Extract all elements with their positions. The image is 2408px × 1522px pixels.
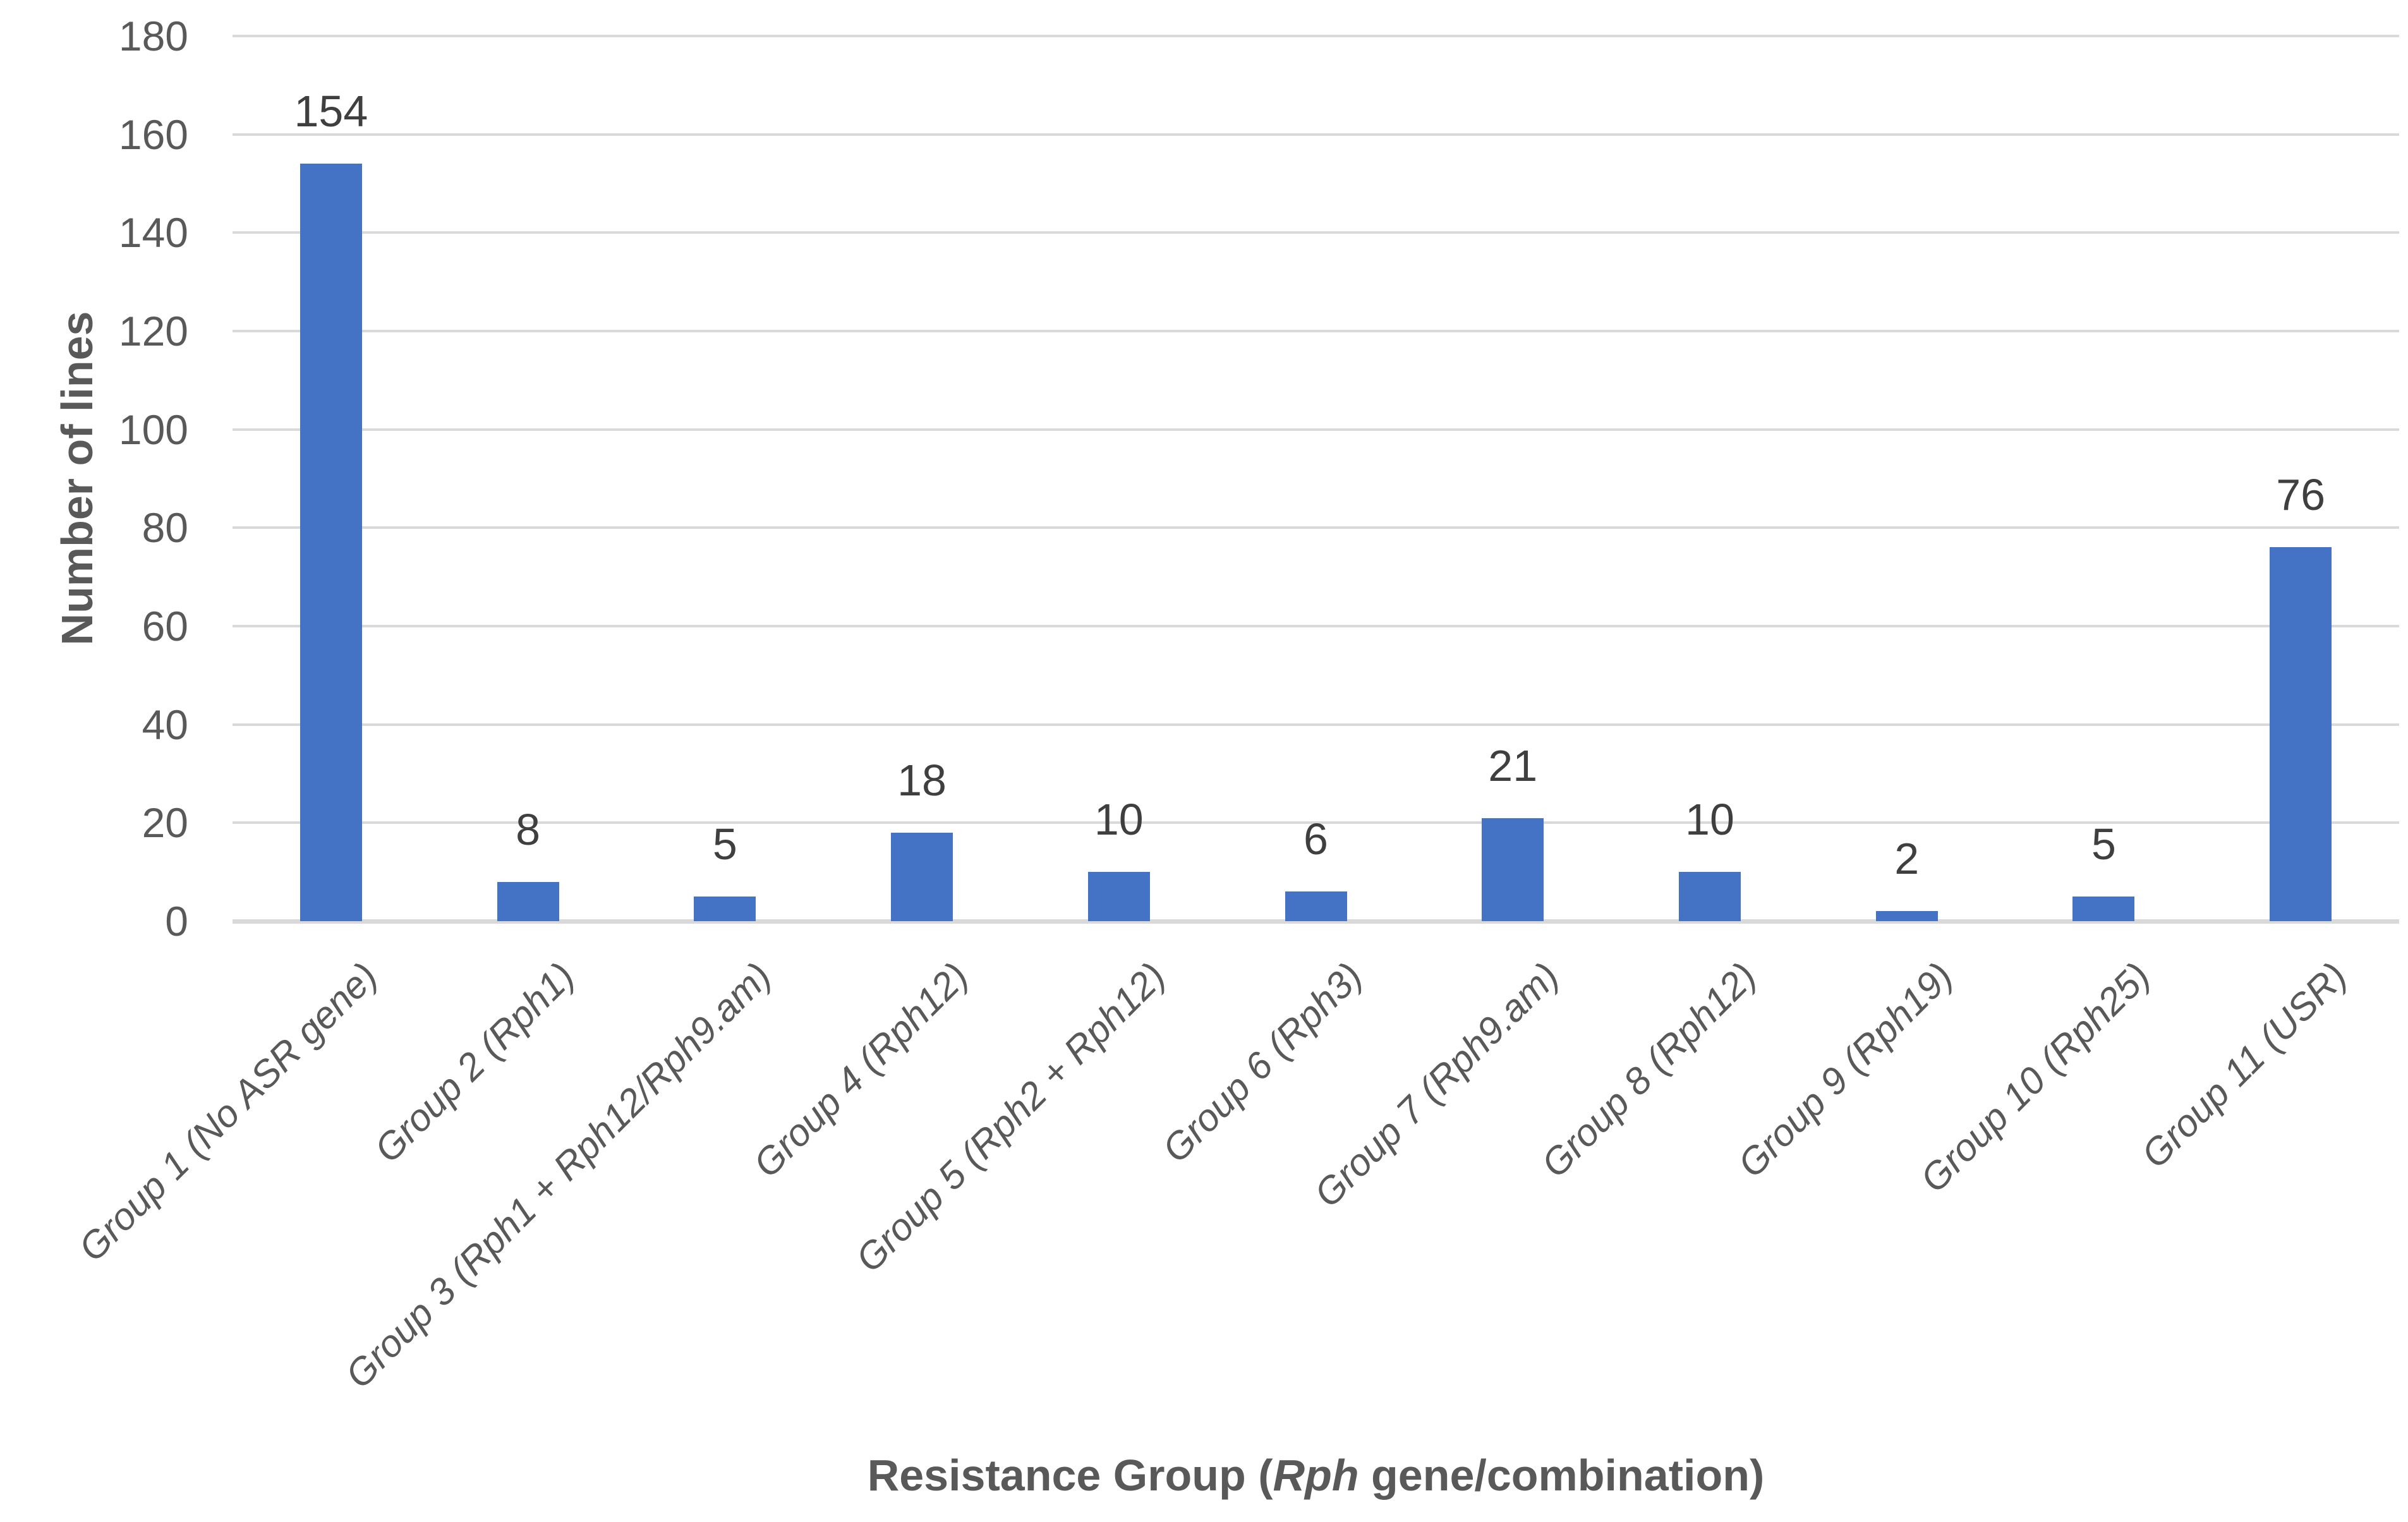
gridline xyxy=(233,231,2399,234)
bar-group-9 xyxy=(1875,911,1938,921)
x-axis-line xyxy=(233,919,2399,924)
y-tick-label: 100 xyxy=(118,406,188,453)
gridline xyxy=(233,821,2399,824)
y-tick-label: 60 xyxy=(142,603,188,649)
y-tick-label: 120 xyxy=(118,308,188,354)
gridline xyxy=(233,428,2399,431)
data-label: 10 xyxy=(1094,795,1144,845)
gridline xyxy=(233,625,2399,627)
data-label: 2 xyxy=(1894,834,1920,884)
bar-group-8 xyxy=(1678,872,1741,921)
category-label: Group 4 (Rph12) xyxy=(745,954,977,1186)
category-label: Group 3 (Rph1 + Rph12/Rph9.am) xyxy=(337,954,780,1397)
bar-group-4 xyxy=(891,832,953,921)
x-axis-title: Resistance Group (Rph gene/combination) xyxy=(233,1447,2399,1504)
y-tick-label: 80 xyxy=(142,504,188,552)
data-label: 154 xyxy=(294,87,368,136)
y-tick-label: 160 xyxy=(118,111,188,158)
y-axis-title: Number of lines xyxy=(52,311,102,646)
category-label: Group 2 (Rph1) xyxy=(366,954,583,1171)
category-label: Group 6 (Rph3) xyxy=(1154,954,1370,1171)
bar-group-5 xyxy=(1087,872,1150,921)
data-label: 5 xyxy=(2091,819,2116,869)
category-label: Group 11 (USR) xyxy=(2133,954,2356,1176)
data-label: 5 xyxy=(712,819,737,869)
gridline xyxy=(233,133,2399,136)
data-label: 8 xyxy=(516,804,541,854)
category-label: Group 1 (No ASR gene) xyxy=(70,954,385,1270)
category-label: Group 8 (Rph12) xyxy=(1533,954,1764,1186)
bar-group-11 xyxy=(2270,547,2332,921)
category-label: Group 9 (Rph19) xyxy=(1729,954,1961,1186)
gridline xyxy=(233,330,2399,332)
bar-group-3 xyxy=(694,897,756,921)
gridline xyxy=(233,526,2399,529)
y-tick-label: 20 xyxy=(142,799,188,847)
y-tick-label: 40 xyxy=(142,701,188,748)
bar-group-2 xyxy=(497,881,559,921)
gridline xyxy=(233,35,2399,37)
gridline xyxy=(233,723,2399,726)
data-label: 10 xyxy=(1685,795,1734,845)
x-axis-title-part: gene/combination) xyxy=(1358,1451,1765,1500)
data-label: 21 xyxy=(1488,740,1538,790)
bar-group-10 xyxy=(2072,897,2135,921)
y-tick-label: 180 xyxy=(118,13,188,59)
data-label: 76 xyxy=(2276,470,2326,520)
y-tick-label: 0 xyxy=(165,898,188,945)
bar-group-6 xyxy=(1285,891,1347,921)
y-tick-label: 140 xyxy=(118,209,188,257)
bar-group-7 xyxy=(1482,818,1544,921)
x-axis-title-gene: Rph xyxy=(1273,1451,1359,1500)
x-axis-title-part: Resistance Group ( xyxy=(867,1451,1273,1500)
data-label: 18 xyxy=(897,755,947,805)
bar-group-1 xyxy=(299,164,362,921)
data-label: 6 xyxy=(1304,814,1328,864)
